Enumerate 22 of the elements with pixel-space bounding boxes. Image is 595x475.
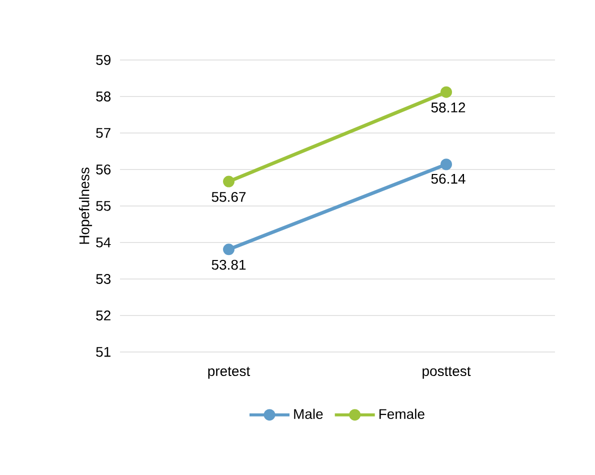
data-label: 55.67 [212,192,246,202]
y-tick-label: 53 [96,274,111,284]
legend-label: Male [294,408,323,420]
data-label: 58.12 [431,102,466,112]
y-tick-label: 59 [96,55,110,65]
point [223,244,235,256]
y-tick-label: 58 [96,92,111,102]
data-label: 56.14 [431,174,466,184]
point [440,86,452,98]
legend-label: Female [379,408,424,420]
x-tick-label: posttest [422,366,471,379]
data-label: 53.81 [212,260,246,270]
y-tick-label: 56 [96,164,111,174]
y-tick-label: 57 [96,128,110,138]
y-tick-label: 54 [96,238,111,248]
point [223,176,235,188]
x-tick-label: pretest [208,366,250,379]
y-axis-title: Hopefulness [78,168,92,244]
y-tick-label: 52 [96,310,110,320]
y-tick-label: 51 [96,347,110,357]
y-tick-label: 55 [96,201,111,211]
point [440,158,452,170]
